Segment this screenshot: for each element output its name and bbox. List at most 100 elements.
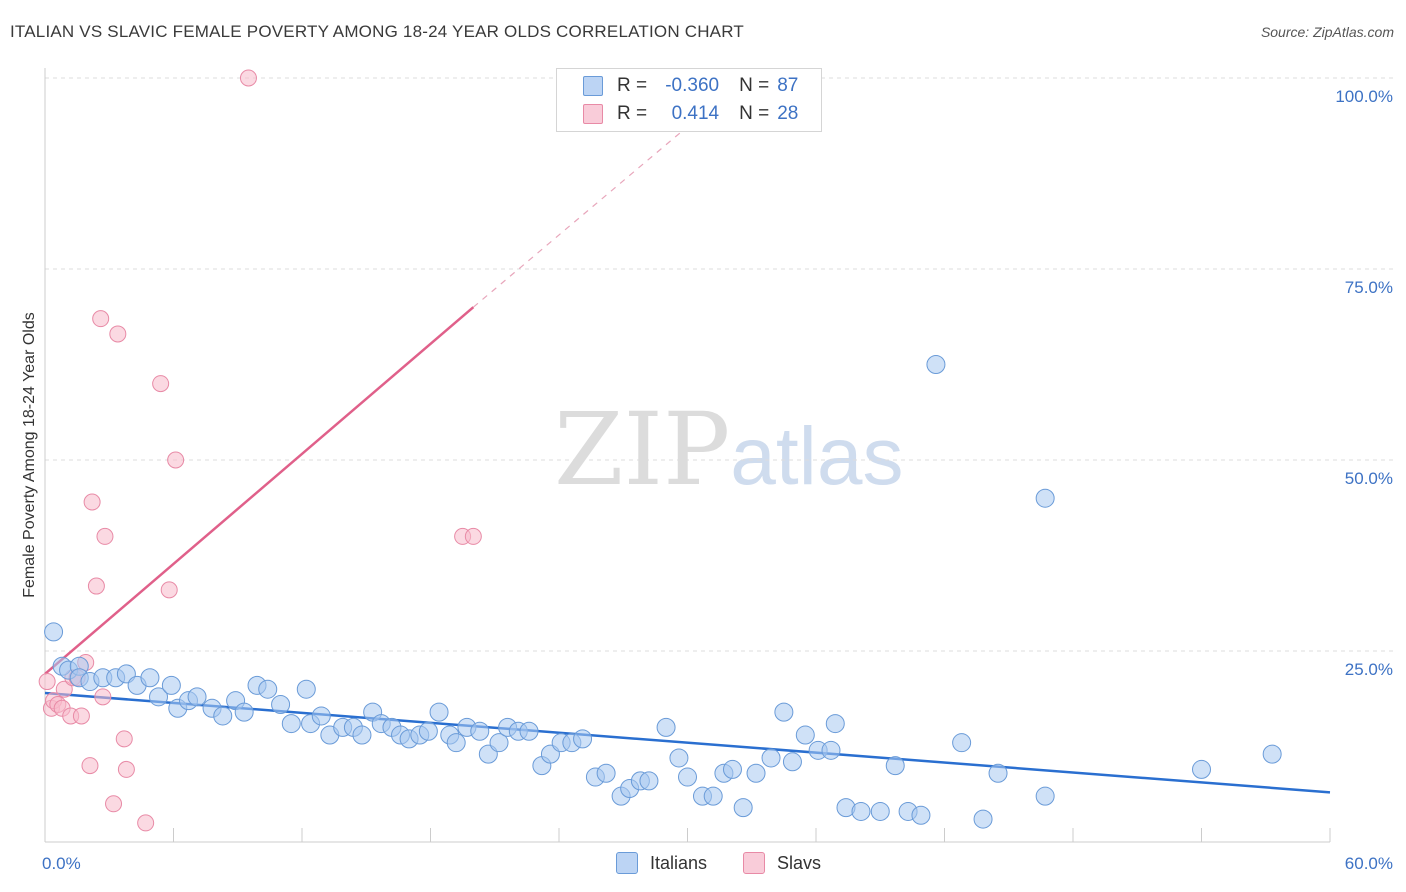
legend-item-italians: Italians [616, 852, 707, 874]
slavs-n-label: N = [739, 103, 770, 124]
italians-trend-line [44, 691, 1331, 794]
italians-point [140, 668, 160, 688]
italians-point [187, 687, 207, 707]
italians-point [703, 786, 723, 806]
italians-point [161, 675, 181, 695]
slavs-point [96, 527, 114, 545]
italians-point [926, 355, 946, 374]
italians-point [446, 733, 466, 753]
y-tick-label: 50.0% [1345, 469, 1393, 488]
watermark-atlas: atlas [730, 411, 904, 502]
y-tick-label: 75.0% [1345, 278, 1393, 297]
italians-point [418, 721, 438, 741]
italians-point [258, 679, 278, 699]
italians-legend-label: Italians [650, 852, 708, 873]
slavs-r-value: 0.414 [671, 103, 720, 124]
watermark-zip: ZIP [554, 391, 731, 508]
italians-point [596, 763, 616, 783]
italians-n-value: 87 [777, 75, 799, 96]
italians-point [911, 805, 931, 825]
italians-point [746, 763, 766, 783]
slavs-point [167, 451, 185, 469]
italians-point [825, 714, 845, 734]
italians-point [952, 733, 972, 753]
italians-point [988, 763, 1008, 783]
italians-point [678, 767, 697, 787]
data-points [38, 69, 1282, 832]
slavs-point [160, 581, 178, 599]
axes [44, 68, 1331, 843]
italians-point [795, 725, 815, 745]
italians-point [973, 809, 993, 829]
italians-point [281, 714, 301, 734]
slavs-trend-line [44, 306, 475, 675]
trend-lines [44, 108, 1331, 794]
italians-legend-swatch [616, 852, 638, 874]
legend-row-slavs: R = 0.414 N = 28 [583, 101, 798, 127]
italians-point [1035, 488, 1055, 508]
italians-point [213, 706, 233, 726]
italians-point [851, 801, 871, 821]
italians-point [573, 729, 593, 749]
italians-point [311, 706, 331, 726]
slavs-legend-swatch [743, 852, 765, 874]
italians-point [761, 748, 781, 768]
slavs-point [239, 69, 257, 87]
italians-point [44, 622, 64, 642]
italians-point [271, 694, 291, 714]
italians-point [470, 721, 490, 741]
italians-point [885, 756, 905, 776]
italians-point [234, 702, 254, 722]
stats-legend: R = -0.360 N = 87 R = 0.414 N = 28 [556, 68, 822, 132]
italians-point [519, 721, 539, 741]
slavs-point [137, 814, 155, 832]
italians-point [782, 752, 802, 772]
italians-point [722, 759, 742, 779]
series-legend: Italians Slavs [0, 852, 1406, 878]
x-tick-label: 60.0% [1345, 854, 1393, 873]
italians-point [489, 733, 509, 753]
italians-point [296, 679, 316, 699]
slavs-point [87, 577, 105, 595]
slavs-point [38, 673, 56, 691]
italians-swatch [583, 76, 603, 96]
italians-point [733, 798, 753, 818]
italians-point [821, 740, 841, 760]
slavs-swatch [583, 104, 603, 124]
italians-point [669, 748, 689, 768]
slavs-point [115, 730, 133, 748]
italians-point [656, 717, 676, 737]
legend-item-slavs: Slavs [743, 852, 821, 874]
slavs-point [72, 707, 90, 725]
tick-labels: 25.0% 50.0% 75.0% 100.0% 0.0% 60.0% [42, 87, 1393, 873]
grid [45, 77, 1395, 652]
italians-point [1035, 786, 1055, 806]
italians-point [774, 702, 794, 722]
slavs-point [83, 493, 101, 511]
italians-point [149, 687, 169, 707]
slavs-legend-label: Slavs [777, 852, 822, 873]
italians-point [1262, 744, 1282, 764]
slavs-point [105, 795, 123, 813]
slavs-n-value: 28 [777, 103, 799, 124]
y-tick-label: 100.0% [1335, 87, 1393, 106]
slavs-point [92, 310, 110, 328]
source-credit: Source: ZipAtlas.com [1260, 24, 1394, 40]
italians-r-value: -0.360 [665, 75, 720, 96]
x-tick-label: 0.0% [42, 854, 81, 873]
slavs-point [109, 325, 127, 343]
slavs-point [152, 375, 170, 393]
watermark: ZIPatlas [554, 400, 904, 507]
slavs-point [464, 527, 482, 545]
italians-point [639, 771, 659, 791]
italians-point [429, 702, 449, 722]
legend-row-italians: R = -0.360 N = 87 [583, 73, 798, 99]
slavs-point [117, 760, 135, 778]
slavs-point [81, 757, 99, 775]
slavs-trend-extension [472, 108, 710, 308]
y-tick-label: 25.0% [1345, 660, 1393, 679]
chart-title: ITALIAN VS SLAVIC FEMALE POVERTY AMONG 1… [10, 22, 744, 41]
italians-point [870, 801, 890, 821]
slavs-point [94, 688, 112, 706]
